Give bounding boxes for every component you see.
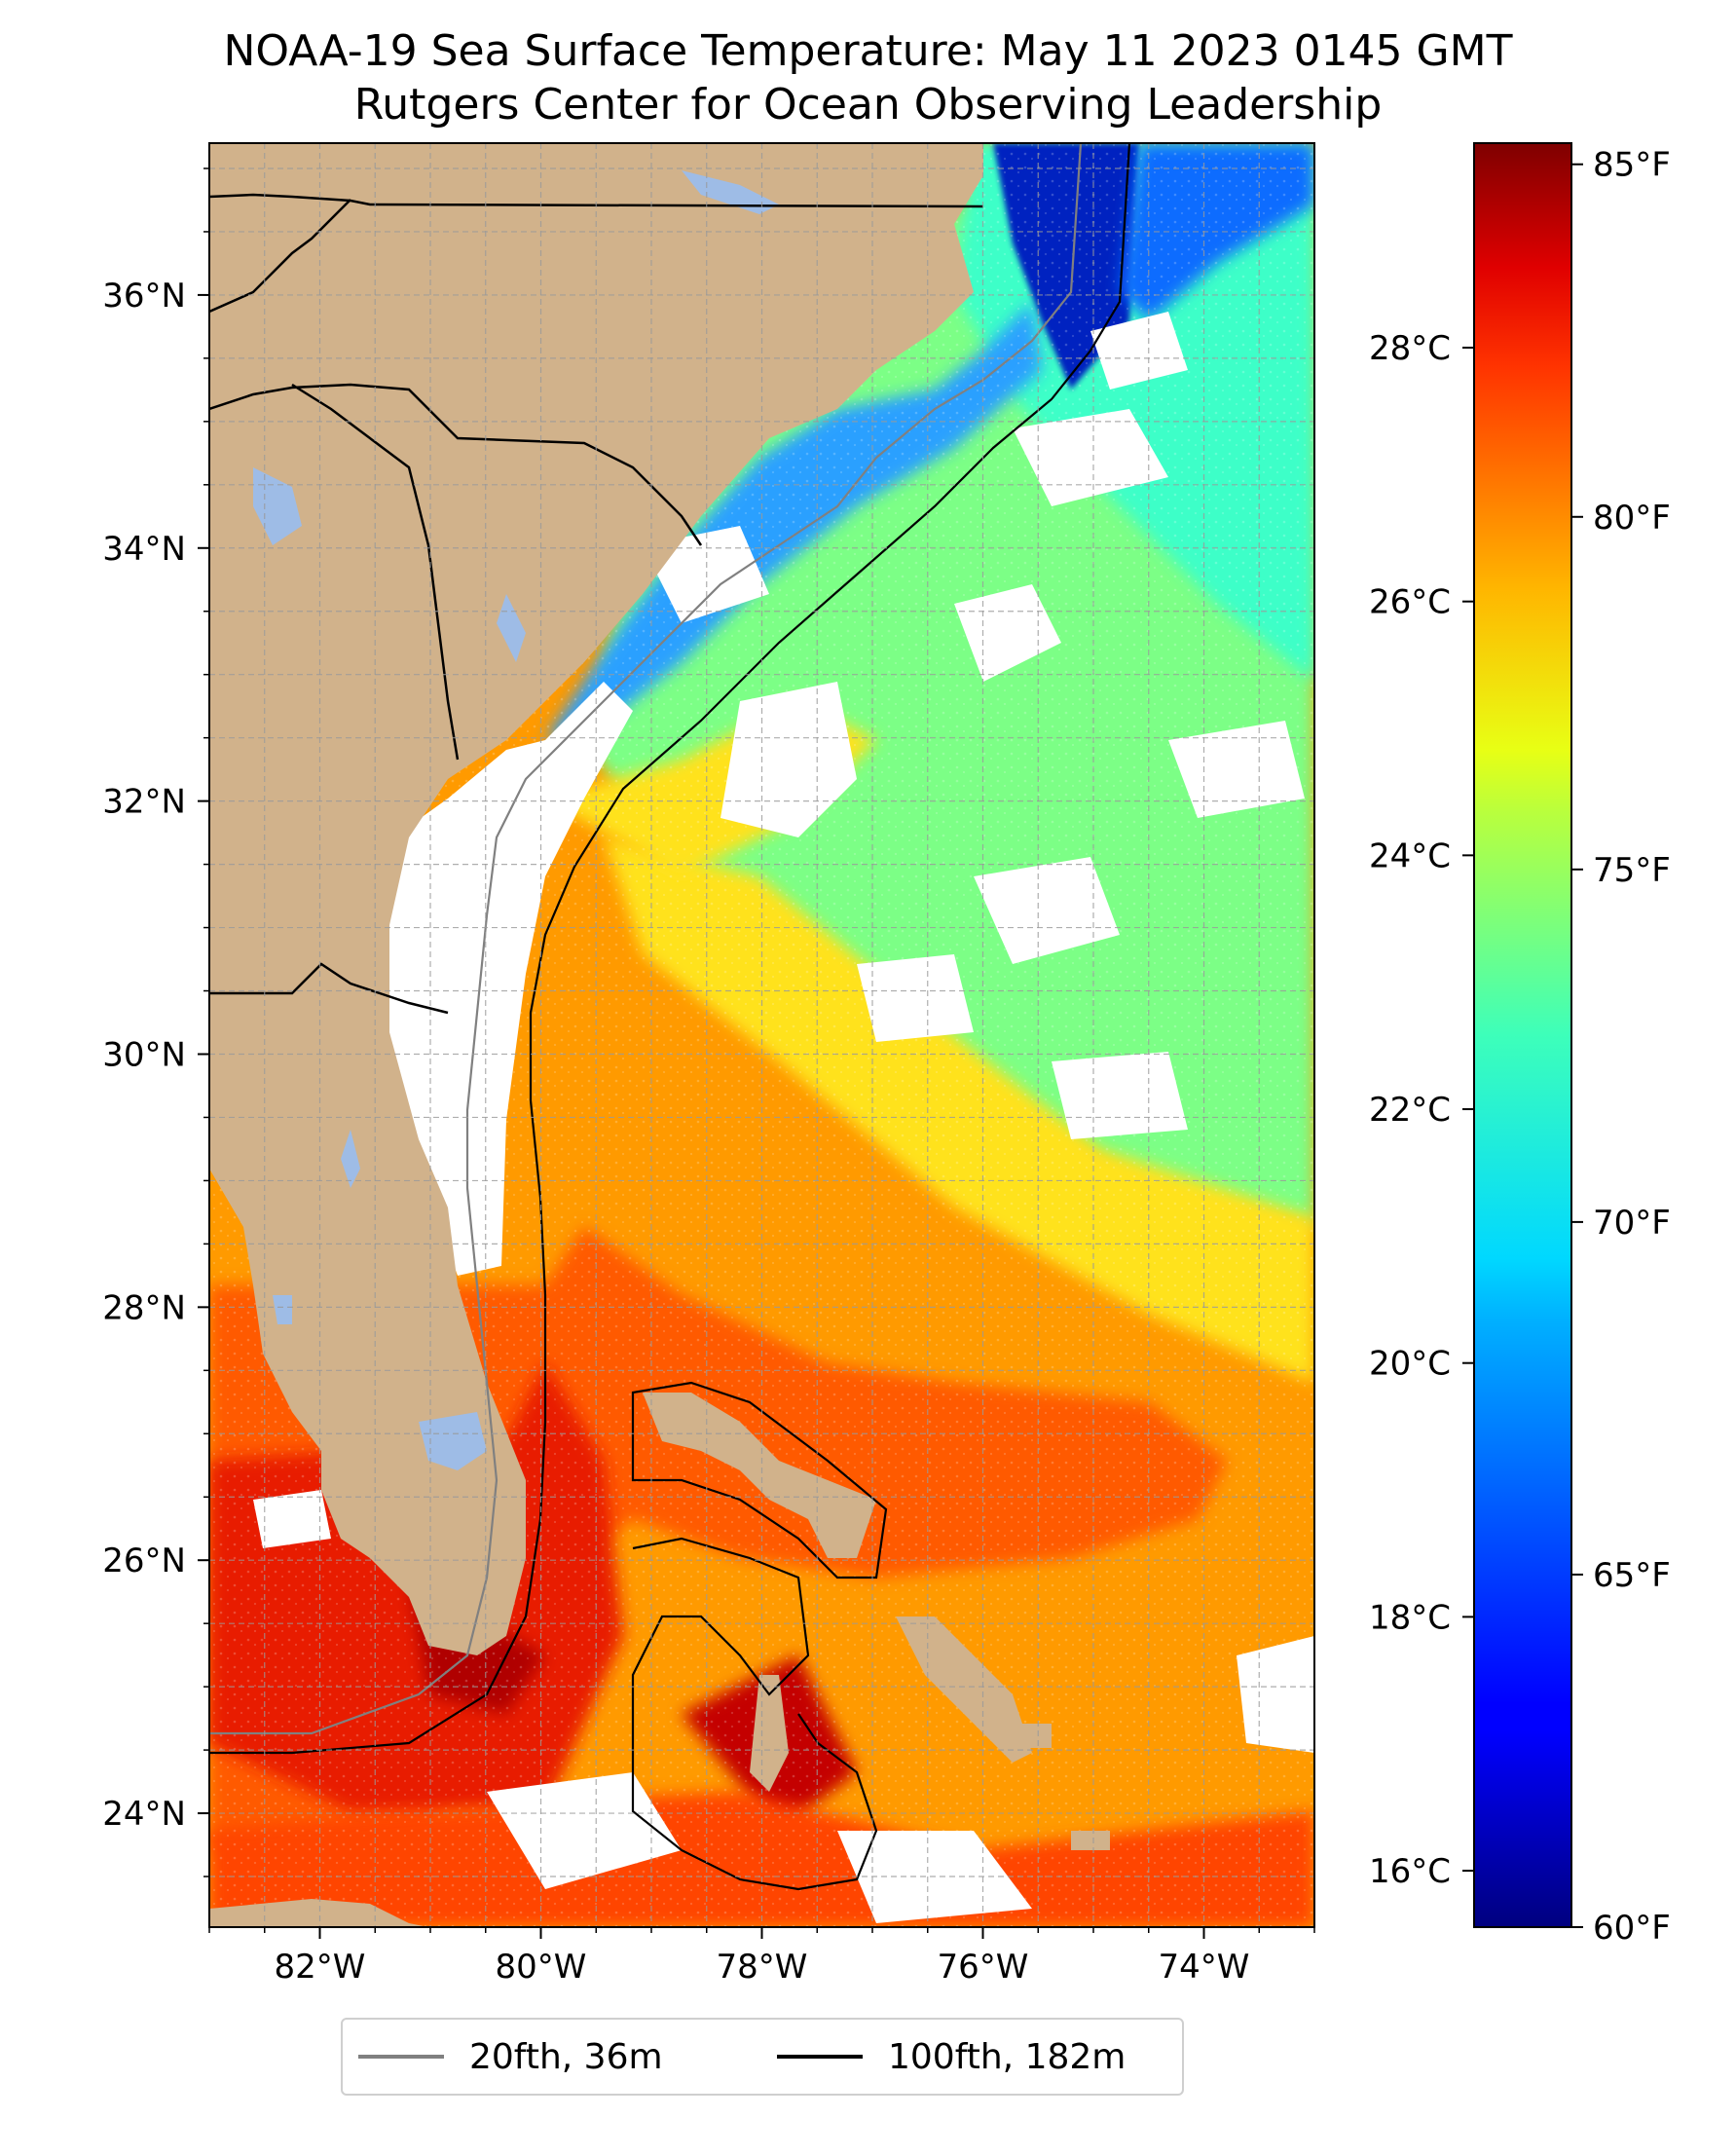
x-tick-label: 74°W: [1159, 1948, 1250, 1987]
legend-line-100fth: [777, 2055, 863, 2059]
colorbar-axes: 60°F 65°F 70°F 75°F 80°F 85°F 16°C 18°C 20°C 22°C…: [1369, 146, 1671, 1948]
y-tick-label: 32°N: [102, 783, 186, 822]
y-tick-label: 30°N: [102, 1035, 186, 1074]
colorbar-c-label: 16°C: [1369, 1852, 1451, 1891]
colorbar: [1474, 143, 1571, 1927]
colorbar-f-label: 60°F: [1593, 1909, 1671, 1948]
colorbar-c-label: 28°C: [1369, 329, 1451, 368]
y-tick-label: 26°N: [102, 1542, 186, 1580]
x-tick-label: 78°W: [717, 1948, 808, 1987]
x-tick-label: 82°W: [275, 1948, 366, 1987]
map-title: NOAA-19 Sea Surface Temperature: May 11 …: [223, 26, 1513, 76]
graticule: [209, 143, 1314, 1927]
y-tick-label: 34°N: [102, 530, 186, 569]
legend: 20fth, 36m 100fth, 182m: [341, 2018, 1184, 2096]
colorbar-frame: [1473, 142, 1572, 1928]
map-axes: 82°W 80°W 78°W 76°W 74°W 24°N 26°N 28°N 30°N 32°N…: [102, 167, 1315, 1987]
legend-entry-20fth: 20fth, 36m: [358, 2020, 663, 2094]
isobath-100fth: [209, 143, 1131, 1755]
legend-label-20fth: 20fth, 36m: [469, 2036, 663, 2077]
y-tick-label: 28°N: [102, 1288, 186, 1327]
colorbar-f-label: 75°F: [1593, 851, 1671, 890]
x-tick-label: 76°W: [938, 1948, 1029, 1987]
y-tick-label: 24°N: [102, 1795, 186, 1834]
isobath-100fth-tongue: [631, 1537, 878, 1891]
colorbar-c-label: 24°C: [1369, 836, 1451, 875]
map-subtitle: Rutgers Center for Ocean Observing Leade…: [353, 80, 1383, 130]
legend-entry-100fth: 100fth, 182m: [777, 2020, 1126, 2094]
x-tick-label: 80°W: [496, 1948, 587, 1987]
y-tick-label: 36°N: [102, 277, 186, 316]
isobath-20fth: [209, 143, 1083, 1735]
colorbar-f-label: 70°F: [1593, 1204, 1671, 1243]
isobath-100fth-bahamas: [631, 1381, 888, 1579]
colorbar-f-label: 80°F: [1593, 499, 1671, 538]
legend-label-100fth: 100fth, 182m: [888, 2036, 1127, 2077]
colorbar-c-label: 20°C: [1369, 1345, 1451, 1384]
lakes: [253, 170, 779, 1470]
colorbar-c-label: 18°C: [1369, 1598, 1451, 1637]
colorbar-f-label: 85°F: [1593, 146, 1671, 185]
colorbar-c-label: 22°C: [1369, 1091, 1451, 1130]
colorbar-c-label: 26°C: [1369, 583, 1451, 622]
legend-line-20fth: [358, 2055, 444, 2059]
colorbar-f-label: 65°F: [1593, 1556, 1671, 1595]
